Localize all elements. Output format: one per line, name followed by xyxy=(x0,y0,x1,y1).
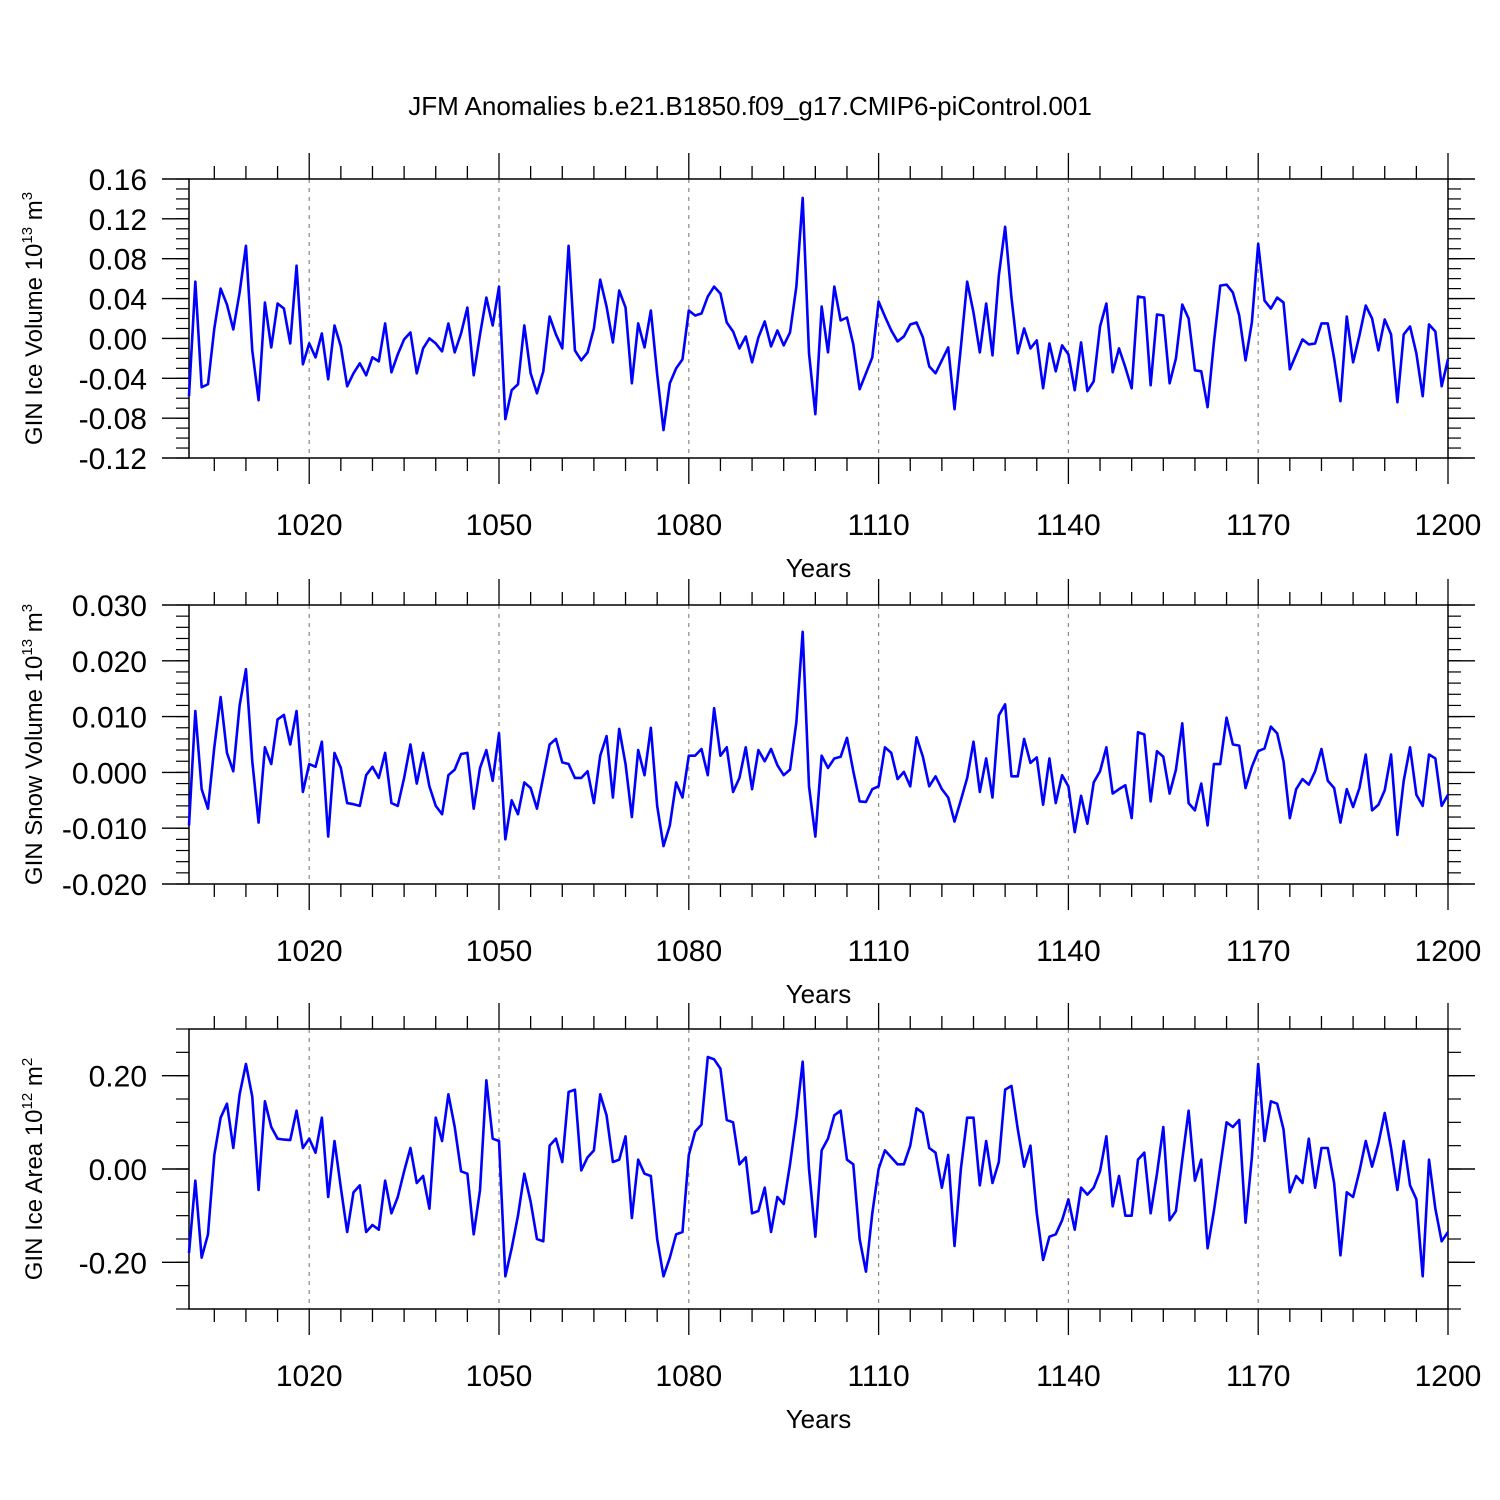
y-axis-label: GIN Ice Area 1012 m2 xyxy=(19,1058,48,1280)
y-tick-label: 0.16 xyxy=(89,164,147,197)
y-axis-label: GIN Ice Volume 1013 m3 xyxy=(19,192,48,445)
y-tick-label: 0.010 xyxy=(72,702,147,735)
x-axis-label: Years xyxy=(786,553,852,583)
x-tick-label: 1110 xyxy=(847,509,909,542)
y-axis-label-unit-exponent: 3 xyxy=(19,604,36,612)
x-tick-label: 1020 xyxy=(276,509,343,542)
x-tick-label: 1020 xyxy=(276,1360,343,1393)
x-tick-label: 1110 xyxy=(847,935,909,968)
y-axis-label-exponent: 13 xyxy=(19,639,36,656)
y-axis-label-unit-exponent: 3 xyxy=(19,192,36,200)
y-axis-label-main: GIN Ice Area 10 xyxy=(21,1109,48,1280)
x-axis-label: Years xyxy=(786,1404,852,1434)
x-tick-label: 1080 xyxy=(655,1360,722,1393)
y-tick-label: 0.000 xyxy=(72,757,147,790)
y-tick-label: 0.030 xyxy=(72,590,147,623)
plot-frame xyxy=(188,604,1449,885)
y-tick-label: -0.020 xyxy=(62,869,147,902)
x-tick-label: 1200 xyxy=(1415,935,1482,968)
y-tick-label: -0.12 xyxy=(79,443,147,476)
x-tick-label: 1140 xyxy=(1036,509,1101,542)
x-tick-label: 1050 xyxy=(466,509,533,542)
x-tick-label: 1170 xyxy=(1226,509,1291,542)
x-tick-label: 1080 xyxy=(655,509,722,542)
panels: 1020 1050 1080 1110 1140 1170 1200 Years -0.12 -0… xyxy=(19,153,1481,1434)
series-line-gin-ice-volume xyxy=(187,196,1450,432)
x-tick-label: 1200 xyxy=(1415,509,1482,542)
panel-1: 1020 1050 1080 1110 1140 1170 1200 Years -0.12 -0… xyxy=(19,153,1481,583)
x-axis-label: Years xyxy=(786,979,852,1009)
y-tick-label: -0.08 xyxy=(79,403,147,436)
x-tick-label: 1140 xyxy=(1036,935,1101,968)
x-tick-label: 1170 xyxy=(1226,935,1291,968)
y-tick-label: 0.00 xyxy=(89,1154,147,1187)
y-tick-label: 0.20 xyxy=(89,1061,147,1094)
y-tick-label: -0.04 xyxy=(79,363,147,396)
y-tick-label: 0.04 xyxy=(89,284,147,317)
plot-frame xyxy=(188,178,1449,459)
x-tick-label: 1110 xyxy=(847,1360,909,1393)
y-tick-label: 0.00 xyxy=(89,323,147,356)
panel-3: 1020 1050 1080 1110 1140 1170 1200 Years -0.20 0.… xyxy=(19,1003,1481,1434)
y-axis-label: GIN Snow Volume 1013 m3 xyxy=(19,604,48,885)
x-tick-label: 1200 xyxy=(1415,1360,1482,1393)
y-tick-label: 0.12 xyxy=(89,204,147,237)
figure-title: JFM Anomalies b.e21.B1850.f09_g17.CMIP6-… xyxy=(408,91,1092,121)
y-tick-label: 0.08 xyxy=(89,244,147,277)
y-tick-label: 0.020 xyxy=(72,646,147,679)
y-tick-label: -0.010 xyxy=(62,813,147,846)
y-axis-label-exponent: 12 xyxy=(19,1093,36,1110)
y-axis-label-unit-exponent: 2 xyxy=(19,1058,36,1066)
x-tick-label: 1170 xyxy=(1226,1360,1291,1393)
y-tick-label: -0.20 xyxy=(79,1247,147,1280)
panel-2: 1020 1050 1080 1110 1140 1170 1200 Years -0.020 -… xyxy=(19,579,1481,1009)
x-tick-label: 1050 xyxy=(466,935,533,968)
series-line-gin-ice-area xyxy=(187,1055,1450,1278)
y-axis-label-exponent: 13 xyxy=(19,227,36,244)
x-tick-label: 1050 xyxy=(466,1360,533,1393)
y-axis-label-main: GIN Ice Volume 10 xyxy=(21,244,48,445)
y-axis-label-main: GIN Snow Volume 10 xyxy=(21,656,48,885)
y-axis-label-unit: m xyxy=(21,1066,48,1093)
series-line-gin-snow-volume xyxy=(187,630,1450,848)
x-tick-label: 1140 xyxy=(1036,1360,1101,1393)
x-tick-label: 1080 xyxy=(655,935,722,968)
y-axis-label-unit: m xyxy=(21,612,48,639)
x-tick-label: 1020 xyxy=(276,935,343,968)
y-axis-label-unit: m xyxy=(21,200,48,227)
